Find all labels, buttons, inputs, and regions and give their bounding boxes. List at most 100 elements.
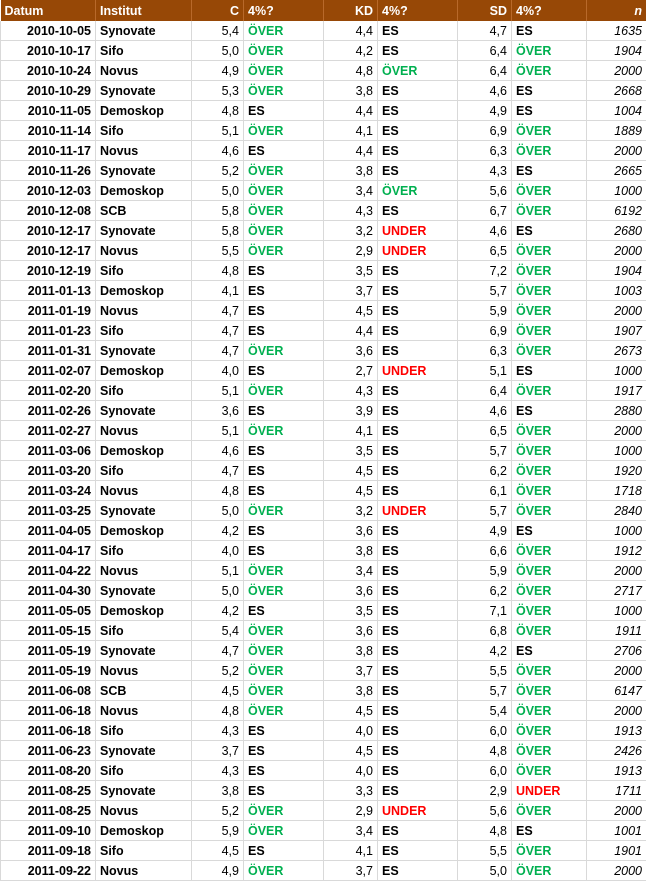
- sd-threshold-cell: ÖVER: [511, 300, 587, 321]
- sd-value-cell: 4,6: [457, 80, 512, 101]
- kd-value-cell: 2,9: [323, 240, 378, 261]
- sample-size-cell: 1917: [586, 380, 646, 401]
- table-row: 2011-04-17 Sifo 4,0 ES 3,8 ES 6,6 ÖVER 1912: [0, 540, 646, 561]
- date-cell: 2011-01-31: [0, 340, 96, 361]
- sample-size-cell: 2000: [586, 560, 646, 581]
- kd-value-cell: 3,6: [323, 340, 378, 361]
- date-cell: 2011-09-22: [0, 860, 96, 881]
- table-row: 2011-09-10 Demoskop 5,9 ÖVER 3,4 ES 4,8 ES 1001: [0, 820, 646, 841]
- table-row: 2010-11-05 Demoskop 4,8 ES 4,4 ES 4,9 ES 1004: [0, 100, 646, 121]
- sample-size-cell: 1003: [586, 280, 646, 301]
- institute-cell: Novus: [95, 300, 192, 321]
- kd-threshold-cell: ÖVER: [377, 60, 458, 81]
- kd-value-cell: 3,6: [323, 580, 378, 601]
- kd-value-cell: 4,0: [323, 760, 378, 781]
- c-threshold-cell: ES: [243, 480, 324, 501]
- c-value-cell: 4,6: [191, 440, 244, 461]
- kd-value-cell: 3,8: [323, 160, 378, 181]
- c-threshold-cell: ES: [243, 400, 324, 421]
- sd-value-cell: 7,2: [457, 260, 512, 281]
- kd-value-cell: 3,6: [323, 620, 378, 641]
- sample-size-cell: 2000: [586, 700, 646, 721]
- kd-threshold-cell: ES: [377, 740, 458, 761]
- c-threshold-cell: ES: [243, 760, 324, 781]
- institute-cell: Synovate: [95, 160, 192, 181]
- header-kd-threshold: 4%?: [377, 0, 458, 21]
- table-row: 2010-12-19 Sifo 4,8 ES 3,5 ES 7,2 ÖVER 1904: [0, 260, 646, 281]
- institute-cell: Novus: [95, 800, 192, 821]
- table-row: 2011-01-23 Sifo 4,7 ES 4,4 ES 6,9 ÖVER 1907: [0, 320, 646, 341]
- c-value-cell: 3,8: [191, 780, 244, 801]
- institute-cell: Synovate: [95, 80, 192, 101]
- sd-value-cell: 6,8: [457, 620, 512, 641]
- sd-value-cell: 5,1: [457, 360, 512, 381]
- sample-size-cell: 1000: [586, 180, 646, 201]
- sd-threshold-cell: ÖVER: [511, 500, 587, 521]
- table-row: 2010-12-03 Demoskop 5,0 ÖVER 3,4 ÖVER 5,6 ÖVER 1…: [0, 180, 646, 201]
- sd-threshold-cell: ÖVER: [511, 200, 587, 221]
- date-cell: 2010-10-29: [0, 80, 96, 101]
- header-institut: Institut: [95, 0, 192, 21]
- institute-cell: SCB: [95, 680, 192, 701]
- kd-value-cell: 4,5: [323, 740, 378, 761]
- sd-threshold-cell: ES: [511, 160, 587, 181]
- c-value-cell: 5,2: [191, 800, 244, 821]
- c-threshold-cell: ES: [243, 440, 324, 461]
- sample-size-cell: 1001: [586, 820, 646, 841]
- c-value-cell: 5,3: [191, 80, 244, 101]
- table-row: 2011-02-07 Demoskop 4,0 ES 2,7 UNDER 5,1 ES 1000: [0, 360, 646, 381]
- sd-threshold-cell: ÖVER: [511, 60, 587, 81]
- date-cell: 2011-02-07: [0, 360, 96, 381]
- c-value-cell: 5,2: [191, 160, 244, 181]
- date-cell: 2011-09-18: [0, 840, 96, 861]
- c-value-cell: 4,7: [191, 460, 244, 481]
- sd-threshold-cell: UNDER: [511, 780, 587, 801]
- institute-cell: Sifo: [95, 460, 192, 481]
- date-cell: 2010-11-14: [0, 120, 96, 141]
- c-threshold-cell: ÖVER: [243, 180, 324, 201]
- header-c: C: [191, 0, 244, 21]
- sd-value-cell: 6,2: [457, 460, 512, 481]
- sd-value-cell: 4,8: [457, 740, 512, 761]
- sd-threshold-cell: ÖVER: [511, 800, 587, 821]
- sd-value-cell: 6,4: [457, 60, 512, 81]
- c-value-cell: 4,9: [191, 60, 244, 81]
- sample-size-cell: 1000: [586, 520, 646, 541]
- sd-threshold-cell: ES: [511, 21, 587, 41]
- sample-size-cell: 2000: [586, 860, 646, 881]
- institute-cell: Synovate: [95, 740, 192, 761]
- table-row: 2011-08-25 Novus 5,2 ÖVER 2,9 UNDER 5,6 ÖVER 200…: [0, 800, 646, 821]
- kd-threshold-cell: ES: [377, 600, 458, 621]
- kd-threshold-cell: ES: [377, 520, 458, 541]
- institute-cell: Sifo: [95, 120, 192, 141]
- c-value-cell: 4,1: [191, 280, 244, 301]
- institute-cell: Novus: [95, 240, 192, 261]
- kd-threshold-cell: UNDER: [377, 500, 458, 521]
- c-threshold-cell: ES: [243, 720, 324, 741]
- c-value-cell: 5,0: [191, 500, 244, 521]
- sample-size-cell: 2673: [586, 340, 646, 361]
- date-cell: 2011-02-26: [0, 400, 96, 421]
- kd-threshold-cell: ES: [377, 720, 458, 741]
- sample-size-cell: 1904: [586, 40, 646, 61]
- institute-cell: Synovate: [95, 780, 192, 801]
- table-row: 2011-04-30 Synovate 5,0 ÖVER 3,6 ES 6,2 ÖVER 271…: [0, 580, 646, 601]
- sample-size-cell: 1000: [586, 600, 646, 621]
- sample-size-cell: 1920: [586, 460, 646, 481]
- sd-threshold-cell: ÖVER: [511, 380, 587, 401]
- institute-cell: Novus: [95, 660, 192, 681]
- table-row: 2011-09-22 Novus 4,9 ÖVER 3,7 ES 5,0 ÖVER 2000: [0, 860, 646, 881]
- c-value-cell: 4,8: [191, 480, 244, 501]
- sample-size-cell: 1904: [586, 260, 646, 281]
- kd-value-cell: 3,5: [323, 440, 378, 461]
- table-row: 2011-03-25 Synovate 5,0 ÖVER 3,2 UNDER 5,7 ÖVER…: [0, 500, 646, 521]
- c-value-cell: 4,5: [191, 840, 244, 861]
- kd-threshold-cell: ES: [377, 640, 458, 661]
- date-cell: 2010-10-24: [0, 60, 96, 81]
- kd-threshold-cell: ES: [377, 280, 458, 301]
- kd-threshold-cell: ES: [377, 200, 458, 221]
- sd-threshold-cell: ES: [511, 640, 587, 661]
- table-row: 2011-06-08 SCB 4,5 ÖVER 3,8 ES 5,7 ÖVER 6147: [0, 680, 646, 701]
- c-threshold-cell: ES: [243, 540, 324, 561]
- date-cell: 2011-02-20: [0, 380, 96, 401]
